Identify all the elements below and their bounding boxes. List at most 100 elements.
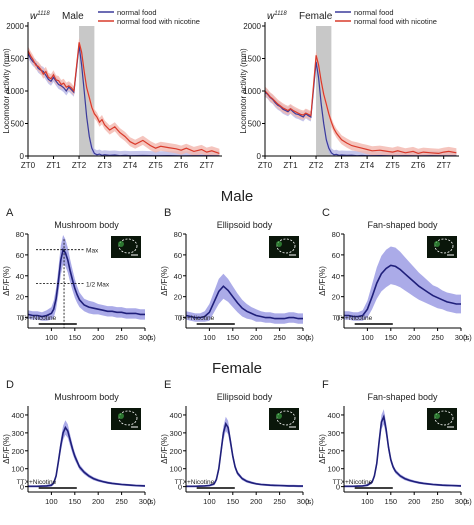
y-tick-label: 100 bbox=[169, 465, 182, 474]
micrograph-inset bbox=[269, 236, 299, 258]
panel-female-ellipsoid-body: E Ellipsoid body 0 100 200 300 400 100 150 200 250… bbox=[158, 376, 316, 520]
panel-female-mushroom-body: D Mushroom body 0 100 200 300 400 100 150 200 250 3… bbox=[0, 376, 158, 520]
stimulus-label: TTX+Nicotine bbox=[333, 315, 373, 322]
y-axis-label: ΔF/F(%) bbox=[2, 266, 11, 296]
x-tick-label: ZT0 bbox=[21, 161, 36, 170]
y-tick-label: 60 bbox=[16, 251, 24, 260]
y-tick-label: 80 bbox=[174, 230, 182, 239]
stimulus-label: TTX+Nicotine bbox=[333, 479, 373, 486]
x-tick-label: 150 bbox=[385, 333, 398, 342]
y-tick-label: 0 bbox=[20, 483, 24, 492]
micrograph-inset bbox=[111, 236, 141, 258]
x-tick-label: 300 bbox=[455, 333, 468, 342]
x-tick-label: 300 bbox=[139, 333, 152, 342]
y-tick-label: 0 bbox=[20, 152, 25, 161]
panel-male-mushroom-body: A Mushroom body 0 20 40 60 80 100 150 200 250 300 (s… bbox=[0, 204, 158, 356]
x-tick-label: 100 bbox=[203, 497, 216, 506]
y-tick-label: 80 bbox=[332, 230, 340, 239]
x-tick-label: ZT6 bbox=[411, 161, 426, 170]
y-tick-label: 1000 bbox=[6, 87, 24, 96]
panel-locomotor-female: 0 500 1000 1500 2000 ZT0 ZT1 ZT2 ZT3 ZT4 ZT5 ZT6 ZT7… bbox=[237, 0, 474, 172]
panel-title: Ellipsoid body bbox=[217, 220, 273, 230]
panel-male-fan-shaped-body: C Fan-shaped body 0 20 40 60 80 100 150 200 250 300… bbox=[316, 204, 474, 356]
x-tick-label: ZT2 bbox=[72, 161, 87, 170]
panel-letter: A bbox=[6, 207, 14, 219]
y-tick-label: 300 bbox=[169, 429, 182, 438]
x-tick-label: 250 bbox=[431, 497, 444, 506]
x-tick-label: 300 bbox=[139, 497, 152, 506]
x-unit-label: (s) bbox=[305, 497, 314, 506]
y-tick-label: 1500 bbox=[6, 55, 24, 64]
female-mushroom-body-chart: D Mushroom body 0 100 200 300 400 100 150 200 250 3… bbox=[2, 379, 156, 506]
x-tick-label: ZT2 bbox=[309, 161, 324, 170]
male-ellipsoid-body-chart: B Ellipsoid body 0 20 40 60 80 100 150 200 250 300(… bbox=[160, 207, 314, 342]
x-tick-label: ZT5 bbox=[386, 161, 401, 170]
x-tick-label: ZT4 bbox=[123, 161, 138, 170]
y-tick-label: 1500 bbox=[243, 55, 261, 64]
locomotor-female-chart: 0 500 1000 1500 2000 ZT0 ZT1 ZT2 ZT3 ZT4 ZT5 ZT6 ZT7… bbox=[239, 8, 459, 170]
x-tick-label: 100 bbox=[361, 333, 374, 342]
x-tick-label: ZT7 bbox=[437, 161, 452, 170]
x-tick-label: 200 bbox=[408, 497, 421, 506]
x-tick-label: 250 bbox=[273, 333, 286, 342]
micrograph-inset bbox=[427, 408, 457, 430]
y-tick-label: 0 bbox=[178, 483, 182, 492]
x-tick-label: ZT3 bbox=[97, 161, 112, 170]
y-axis-label: ΔF/F(%) bbox=[160, 266, 169, 296]
x-tick-label: ZT1 bbox=[46, 161, 61, 170]
gcamp-signal bbox=[276, 241, 282, 247]
x-unit-label: (s) bbox=[147, 333, 156, 342]
gcamp-signal bbox=[118, 413, 124, 419]
panel-male-ellipsoid-body: B Ellipsoid body 0 20 40 60 80 100 150 200 250 300(… bbox=[158, 204, 316, 356]
y-tick-label: 20 bbox=[174, 293, 182, 302]
gcamp-signal bbox=[434, 413, 440, 419]
x-unit-label: (s) bbox=[463, 497, 472, 506]
chart-title-sex: Male bbox=[62, 11, 84, 22]
panel-letter: C bbox=[322, 207, 330, 219]
stimulus-label: TTX+Nicotine bbox=[175, 479, 215, 486]
trace-band bbox=[28, 420, 145, 488]
y-axis-label: ΔF/F(%) bbox=[318, 266, 327, 296]
x-tick-label: 200 bbox=[92, 333, 105, 342]
y-tick-label: 80 bbox=[16, 230, 24, 239]
x-tick-label: ZT1 bbox=[283, 161, 298, 170]
legend-label-nicotine: normal food with nicotine bbox=[354, 17, 437, 26]
panel-locomotor-male: 0 500 1000 1500 2000 ZT0 ZT1 ZT2 ZT3 ZT4 ZT5 ZT6 ZT7… bbox=[0, 0, 237, 172]
y-tick-label: 500 bbox=[11, 120, 25, 129]
y-tick-label: 0 bbox=[336, 314, 340, 323]
stimulus-label: TTX+Nicotine bbox=[175, 315, 215, 322]
trace-band bbox=[28, 235, 145, 321]
x-tick-label: 200 bbox=[92, 497, 105, 506]
y-tick-label: 60 bbox=[174, 251, 182, 260]
x-tick-label: 250 bbox=[115, 497, 128, 506]
x-tick-label: 100 bbox=[203, 333, 216, 342]
x-unit-label: (s) bbox=[305, 333, 314, 342]
y-axis-label: ΔF/F(%) bbox=[160, 434, 169, 464]
legend-label-normal: normal food bbox=[354, 8, 394, 17]
male-fan-shaped-body-chart: C Fan-shaped body 0 20 40 60 80 100 150 200 250 300… bbox=[318, 207, 472, 342]
chart-title-sex: Female bbox=[299, 11, 333, 22]
y-tick-label: 400 bbox=[327, 411, 340, 420]
chart-title-genotype: w1118 bbox=[267, 11, 287, 22]
female-fan-shaped-body-chart: F Fan-shaped body 0 100 200 300 400 100 150 200 25… bbox=[318, 379, 472, 506]
trace-line bbox=[186, 421, 303, 488]
panel-letter: F bbox=[322, 379, 329, 391]
x-tick-label: 200 bbox=[408, 333, 421, 342]
chart-title-genotype: w1118 bbox=[30, 11, 50, 22]
panel-female-fan-shaped-body: F Fan-shaped body 0 100 200 300 400 100 150 200 25… bbox=[316, 376, 474, 520]
x-tick-label: 100 bbox=[45, 497, 58, 506]
trace-line bbox=[344, 264, 461, 318]
y-tick-label: 40 bbox=[332, 272, 340, 281]
y-tick-label: 200 bbox=[169, 447, 182, 456]
section-title-male: Male bbox=[220, 188, 254, 205]
trace-line bbox=[185, 285, 303, 320]
y-tick-label: 300 bbox=[11, 429, 24, 438]
x-tick-label: ZT0 bbox=[258, 161, 273, 170]
y-tick-label: 20 bbox=[332, 293, 340, 302]
y-tick-label: 2000 bbox=[243, 22, 261, 31]
y-tick-label: 0 bbox=[20, 314, 24, 323]
trace-band bbox=[344, 246, 461, 321]
stimulus-label: TTX+Nicotine bbox=[17, 479, 57, 486]
x-tick-label: ZT5 bbox=[149, 161, 164, 170]
x-tick-label: ZT3 bbox=[334, 161, 349, 170]
